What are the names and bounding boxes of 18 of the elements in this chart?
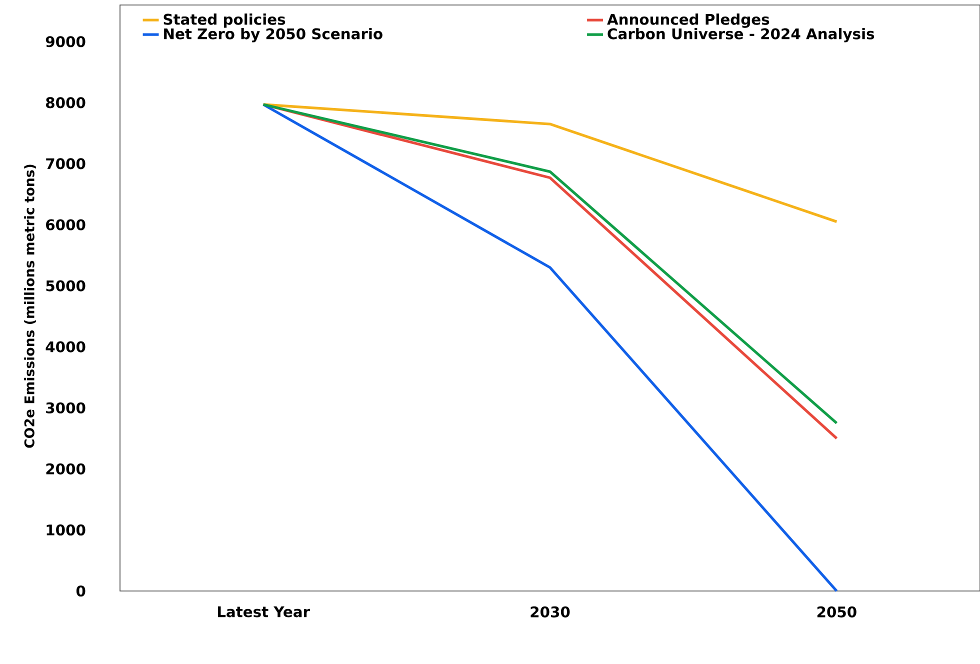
y-tick-label: 7000 <box>46 158 86 170</box>
y-tick-label: 8000 <box>46 97 86 108</box>
y-tick-label: 9000 <box>46 36 86 48</box>
y-tick-label: 3000 <box>46 402 86 414</box>
y-tick-label: 0 <box>76 585 86 597</box>
legend-label: Announced Pledges <box>607 14 770 28</box>
y-tick-label: 2000 <box>46 463 86 474</box>
x-tick-label: 2030 <box>530 606 570 618</box>
legend-label: Net Zero by 2050 Scenario <box>164 28 382 42</box>
legend-label: Carbon Universe - 2024 Analysis <box>608 28 874 42</box>
legend-label: Stated policies <box>164 14 286 28</box>
y-tick-label: 1000 <box>46 524 86 536</box>
y-tick-label: 5000 <box>46 280 86 292</box>
y-tick-label: 4000 <box>46 341 86 352</box>
y-axis-title: CO2e Emissions (millions metric tons) <box>24 164 36 448</box>
x-tick-label: Latest Year <box>218 606 310 618</box>
x-tick-label: 2050 <box>817 606 856 618</box>
y-tick-label: 6000 <box>46 219 86 230</box>
